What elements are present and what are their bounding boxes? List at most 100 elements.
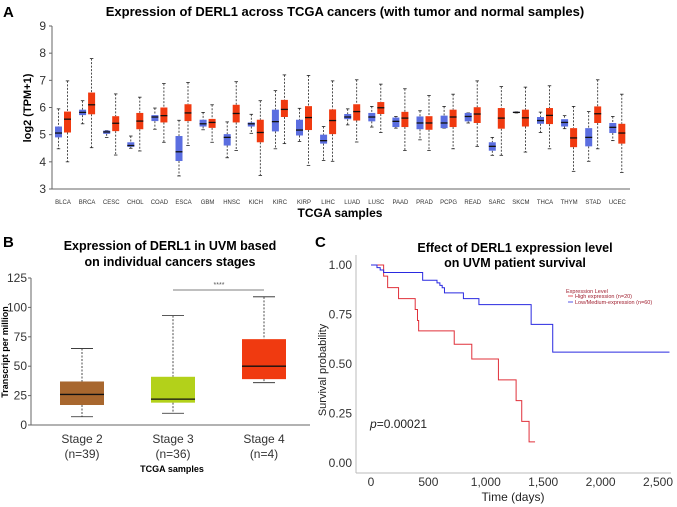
tumor-GBM-box — [208, 118, 216, 128]
normal-HNSC-box — [223, 134, 231, 146]
normal-PCPG-box — [440, 115, 448, 129]
panel-a-ylabel: log2 (TPM+1) — [22, 73, 34, 142]
stage-2-box — [60, 381, 104, 406]
panel-a-boxplot: Expression of DERL1 across TCGA cancers … — [22, 4, 630, 220]
panel-a-ytick-label: 6 — [39, 101, 46, 115]
panel-b-ytick-label: 125 — [7, 271, 27, 285]
panel-a-xtick-label: COAD — [151, 200, 169, 206]
panel-b-title-line2: on individual cancers stages — [85, 255, 256, 269]
panel-c-xtick-label: 1,000 — [471, 475, 501, 489]
panel-label-a: A — [3, 4, 14, 21]
panel-a-xtick-label: KICH — [249, 200, 263, 206]
panel-a-ytick-label: 8 — [39, 46, 46, 60]
panel-a-ytick-label: 7 — [39, 73, 46, 87]
panel-a-xtick-label: LIHC — [321, 200, 335, 206]
panel-b-boxplot: Expression of DERL1 in UVM based on indi… — [0, 239, 310, 474]
tumor-COAD-box — [160, 107, 168, 123]
panel-a-ytick-label: 9 — [39, 19, 46, 33]
panel-b-ytick-label: 100 — [7, 300, 27, 314]
panel-c-ytick-label: 0.00 — [329, 456, 353, 470]
panel-a-xtick-label: ESCA — [175, 200, 191, 206]
panel-b-xtick-label: Stage 3 — [152, 432, 194, 446]
panel-c-xtick-label: 1,500 — [528, 475, 558, 489]
tumor-LIHC-box — [329, 109, 337, 135]
panel-b-xtick-n: (n=36) — [155, 447, 190, 461]
panel-label-c: C — [315, 234, 326, 251]
legend-entry-0: High expression (n=20) — [575, 294, 632, 300]
tumor-LUAD-box — [353, 104, 361, 121]
normal-BLCA-box — [55, 126, 62, 138]
tumor-BLCA-box — [64, 111, 71, 133]
panel-label-b: B — [3, 234, 14, 251]
tumor-THCA-box — [546, 108, 553, 125]
panel-a-xtick-label: READ — [464, 200, 481, 206]
survival-curve-high — [371, 264, 536, 443]
panel-a-ytick-label: 4 — [39, 155, 46, 169]
panel-a-xtick-label: HNSC — [223, 200, 241, 206]
panel-c-ylabel: Survival probability — [317, 323, 329, 416]
panel-a-xtick-label: THYM — [561, 200, 578, 206]
panel-c-xtick-label: 2,500 — [643, 475, 673, 489]
normal-KIRP-box — [296, 119, 303, 136]
panel-c-xtick-label: 0 — [368, 475, 375, 489]
panel-a-xtick-label: PRAD — [416, 200, 433, 206]
panel-b-xtick-label: Stage 2 — [61, 432, 103, 446]
panel-c-survival: Effect of DERL1 expression level on UVM … — [317, 241, 673, 504]
normal-GBM-box — [199, 119, 207, 127]
panel-b-ytick-label: 75 — [14, 330, 28, 344]
normal-KICH-box — [247, 122, 255, 127]
panel-c-title-line2: on UVM patient survival — [444, 256, 586, 270]
panel-b-ytick-label: 50 — [14, 359, 28, 373]
panel-a-xtick-label: BLCA — [55, 200, 71, 206]
normal-CHOL-box — [127, 142, 135, 147]
normal-LIHC-box — [320, 134, 328, 144]
panel-a-xtick-label: KIRP — [297, 200, 311, 206]
panel-b-xtick-n: (n=4) — [250, 447, 278, 461]
survival-curve-low-medium — [371, 264, 670, 353]
tumor-PAAD-box — [401, 111, 409, 128]
panel-a-xtick-label: PCPG — [440, 200, 457, 206]
panel-c-ytick-label: 0.75 — [329, 308, 353, 322]
panel-a-xlabel: TCGA samples — [298, 206, 383, 220]
p-symbol: p — [369, 417, 377, 431]
panel-b-ytick-label: 0 — [20, 418, 27, 432]
tumor-KIRC-box — [280, 99, 288, 118]
normal-UCEC-box — [609, 122, 617, 134]
panel-b-xtick-label: Stage 4 — [243, 432, 285, 446]
panel-a-xtick-label: PAAD — [392, 200, 409, 206]
panel-c-ytick-label: 0.25 — [329, 407, 353, 421]
normal-COAD-box — [151, 115, 159, 122]
legend-title: Expression Level — [566, 289, 608, 295]
normal-ESCA-box — [175, 136, 183, 162]
panel-a-xtick-label: LUSC — [368, 200, 385, 206]
tumor-KICH-box — [256, 119, 264, 143]
tumor-READ-box — [473, 107, 481, 123]
p-value-annotation: p=0.00021 — [369, 417, 427, 431]
panel-a-xtick-label: LUAD — [344, 200, 361, 206]
panel-c-xtick-label: 2,000 — [586, 475, 616, 489]
panel-c-title-line1: Effect of DERL1 expression level — [417, 241, 612, 255]
panel-b-title-line1: Expression of DERL1 in UVM based — [64, 239, 277, 253]
normal-READ-box — [464, 112, 472, 122]
panel-b-ylabel: Transcript per million — [0, 306, 10, 398]
panel-a-xtick-label: GBM — [201, 200, 215, 206]
stage-3-box — [151, 376, 195, 403]
tumor-STAD-box — [594, 106, 602, 123]
panel-a-xtick-label: SKCM — [512, 200, 529, 206]
panel-a-xtick-label: THCA — [537, 200, 553, 206]
panel-c-xlabel: Time (days) — [482, 490, 545, 504]
p-value: =0.00021 — [377, 417, 428, 431]
panel-a-xtick-label: BRCA — [79, 200, 96, 206]
legend-entry-1: Low/Medium-expression (n=60) — [575, 300, 652, 306]
tumor-UCEC-box — [618, 123, 626, 144]
tumor-BRCA-box — [88, 92, 96, 115]
tumor-PCPG-box — [449, 109, 457, 128]
panel-c-ytick-label: 1.00 — [329, 258, 353, 272]
normal-PAAD-box — [392, 117, 400, 128]
panel-c-xtick-label: 500 — [418, 475, 438, 489]
stage-4-box — [242, 339, 286, 380]
normal-KIRC-box — [271, 109, 279, 132]
panel-b-xlabel: TCGA samples — [140, 464, 204, 474]
significance-label: **** — [214, 282, 225, 289]
